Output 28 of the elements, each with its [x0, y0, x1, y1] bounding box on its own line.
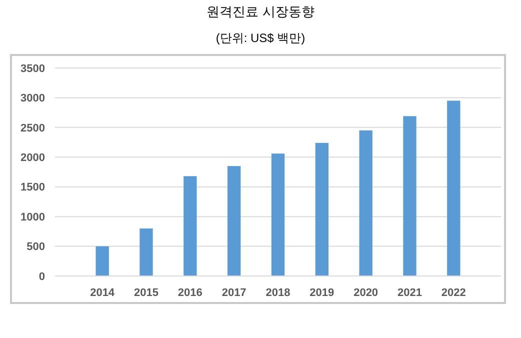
y-tick-label: 1500: [20, 182, 45, 194]
bar: [403, 116, 416, 276]
x-tick-label: 2016: [178, 287, 202, 299]
x-tick-label: 2014: [90, 287, 116, 299]
chart-subtitle: (단위: US$ 백만): [216, 31, 306, 45]
y-tick-label: 2000: [20, 152, 45, 164]
x-tick-label: 2022: [441, 287, 466, 299]
x-tick-label: 2021: [398, 287, 422, 299]
y-tick-label: 2500: [20, 122, 45, 134]
x-tick-label: 2018: [266, 287, 290, 299]
y-tick-label: 500: [26, 241, 45, 254]
chart-title: 원격진료 시장동향: [206, 4, 314, 19]
x-tick-label: 2020: [354, 287, 378, 299]
x-tick-label: 2015: [134, 287, 158, 299]
bar: [447, 100, 460, 276]
x-tick-label: 2019: [310, 287, 334, 299]
bar: [271, 154, 285, 276]
y-tick-label: 1000: [20, 211, 45, 224]
y-tick-label: 0: [38, 270, 45, 283]
y-tick-label: 3500: [20, 62, 45, 75]
y-tick-label: 3000: [20, 92, 45, 105]
bar: [140, 228, 153, 276]
bar: [227, 166, 241, 276]
bar: [184, 176, 197, 276]
x-tick-label: 2017: [222, 287, 246, 299]
bar: [315, 142, 329, 276]
bar: [359, 130, 372, 276]
bar: [96, 246, 109, 276]
